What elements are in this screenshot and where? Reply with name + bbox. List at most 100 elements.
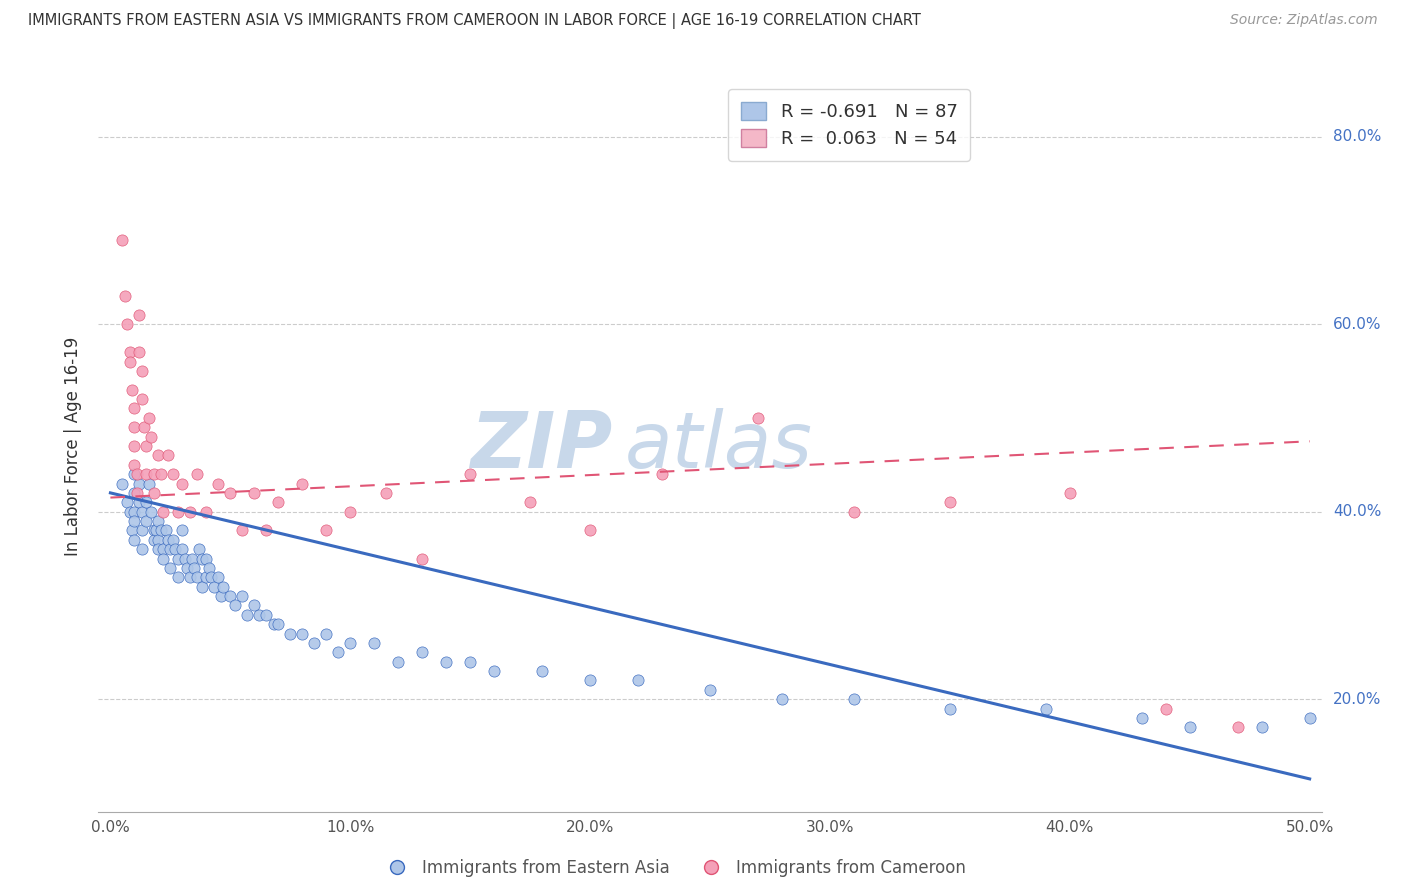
Point [141, 429, 163, 443]
Point [159, 542, 181, 557]
Point [186, 570, 208, 584]
Point [1298, 711, 1320, 725]
Point [212, 580, 235, 594]
Point [243, 486, 266, 500]
Point [156, 533, 179, 547]
Point [1178, 720, 1201, 734]
Point [304, 636, 326, 650]
Point [181, 551, 204, 566]
Point [315, 524, 337, 538]
Point [197, 561, 219, 575]
Point [236, 607, 259, 622]
Point [152, 551, 174, 566]
Point [339, 636, 361, 650]
Point [124, 439, 146, 453]
Point [166, 570, 188, 584]
Point [131, 542, 153, 557]
Point [135, 467, 157, 482]
Text: 40.0%: 40.0% [1333, 504, 1381, 519]
Point [142, 533, 165, 547]
Point [179, 570, 201, 584]
Point [131, 524, 153, 538]
Point [375, 486, 398, 500]
Point [166, 505, 188, 519]
Point [141, 505, 163, 519]
Point [195, 570, 218, 584]
Point [148, 449, 170, 463]
Point [207, 570, 229, 584]
Point [121, 524, 143, 538]
Point [699, 682, 721, 697]
Text: ZIP: ZIP [470, 408, 612, 484]
Point [118, 354, 141, 368]
Point [190, 551, 212, 566]
Point [155, 524, 177, 538]
Point [339, 505, 361, 519]
Point [124, 458, 146, 472]
Text: atlas: atlas [624, 408, 813, 484]
Point [387, 655, 409, 669]
Point [132, 420, 155, 434]
Point [458, 655, 481, 669]
Point [411, 551, 433, 566]
Point [176, 561, 198, 575]
Point [125, 486, 148, 500]
Point [128, 495, 150, 509]
Point [278, 626, 301, 640]
Point [195, 505, 218, 519]
Point [115, 495, 138, 509]
Point [145, 524, 167, 538]
Point [131, 505, 153, 519]
Point [128, 345, 150, 359]
Point [434, 655, 457, 669]
Point [190, 580, 212, 594]
Point [315, 626, 337, 640]
Point [148, 514, 170, 528]
Point [243, 599, 266, 613]
Point [247, 607, 270, 622]
Point [148, 542, 170, 557]
Point [770, 692, 793, 706]
Point [173, 551, 195, 566]
Point [1154, 701, 1177, 715]
Point [135, 495, 157, 509]
Point [202, 580, 225, 594]
Y-axis label: In Labor Force | Age 16-19: In Labor Force | Age 16-19 [65, 336, 83, 556]
Point [172, 542, 194, 557]
Point [118, 345, 141, 359]
Point [1059, 486, 1081, 500]
Point [291, 476, 314, 491]
Point [149, 524, 172, 538]
Point [135, 514, 157, 528]
Text: 20.0%: 20.0% [1333, 691, 1381, 706]
Point [1035, 701, 1057, 715]
Point [166, 551, 188, 566]
Point [939, 701, 962, 715]
Point [172, 524, 194, 538]
Point [135, 439, 157, 453]
Point [124, 533, 146, 547]
Point [148, 533, 170, 547]
Point [579, 524, 602, 538]
Point [131, 392, 153, 406]
Point [162, 533, 184, 547]
Point [219, 589, 242, 603]
Point [186, 467, 208, 482]
Legend: Immigrants from Eastern Asia, Immigrants from Cameroon: Immigrants from Eastern Asia, Immigrants… [374, 853, 973, 884]
Point [156, 449, 179, 463]
Point [231, 524, 253, 538]
Point [254, 607, 277, 622]
Point [579, 673, 602, 688]
Point [124, 467, 146, 482]
Point [207, 476, 229, 491]
Point [142, 524, 165, 538]
Point [842, 505, 865, 519]
Point [231, 589, 253, 603]
Text: 60.0%: 60.0% [1333, 317, 1381, 332]
Point [121, 383, 143, 397]
Point [267, 617, 290, 632]
Point [124, 514, 146, 528]
Point [149, 467, 172, 482]
Point [195, 551, 218, 566]
Point [115, 317, 138, 331]
